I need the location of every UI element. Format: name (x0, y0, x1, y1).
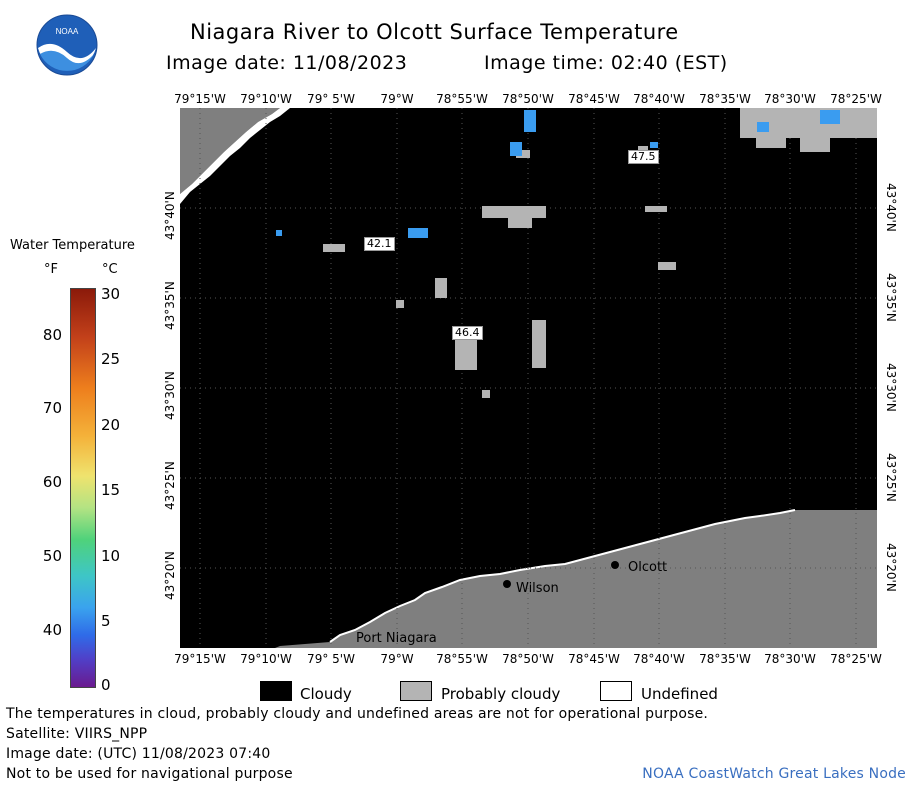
satellite-text: Satellite: VIIRS_NPP (6, 726, 148, 742)
place-label-olcott: Olcott (628, 560, 668, 575)
noaa-logo-icon: NOAA (36, 14, 98, 76)
shoreline-undefined (329, 509, 796, 643)
lon-label-top: 79°10'W (240, 92, 292, 106)
lat-label-right: 43°40'N (884, 183, 898, 232)
tick-f: 70 (42, 399, 62, 417)
tick-c: 10 (101, 547, 121, 565)
legend-unit-f: °F (44, 262, 58, 277)
lon-label-bottom: 78°25'W (830, 652, 882, 666)
tick-f: 50 (42, 547, 62, 565)
key-undefined-label: Undefined (641, 685, 718, 703)
lon-label-top: 79°15'W (174, 92, 226, 106)
image-date-label: Image date: 11/08/2023 (166, 52, 408, 74)
lat-label-left: 43°30'N (163, 371, 177, 420)
tick-c: 25 (101, 350, 121, 368)
utc-date-text: Image date: (UTC) 11/08/2023 07:40 (6, 746, 271, 762)
tick-f: 60 (42, 473, 62, 491)
temp-label: 42.1 (364, 237, 395, 251)
page-title: Niagara River to Olcott Surface Temperat… (190, 20, 679, 44)
lon-label-top: 79° 5'W (307, 92, 355, 106)
lat-label-left: 43°20'N (163, 551, 177, 600)
temperature-map (180, 108, 877, 648)
lat-label-right: 43°20'N (884, 543, 898, 592)
lon-label-bottom: 78°45'W (568, 652, 620, 666)
tick-c: 20 (101, 416, 121, 434)
navigation-warning: Not to be used for navigational purpose (6, 766, 293, 782)
lon-label-top: 78°30'W (764, 92, 816, 106)
legend-title: Water Temperature (10, 238, 135, 253)
legend-unit-c: °C (102, 262, 118, 277)
lon-label-bottom: 78°55'W (436, 652, 488, 666)
land-canada (180, 108, 280, 194)
lon-label-bottom: 78°30'W (764, 652, 816, 666)
lat-label-right: 43°25'N (884, 453, 898, 502)
lon-label-bottom: 78°50'W (502, 652, 554, 666)
logo-text: NOAA (56, 27, 79, 36)
lon-label-top: 78°25'W (830, 92, 882, 106)
lat-label-left: 43°35'N (163, 281, 177, 330)
credit-text: NOAA CoastWatch Great Lakes Node (642, 766, 906, 782)
tick-f: 80 (42, 326, 62, 344)
lat-label-right: 43°30'N (884, 363, 898, 412)
lon-label-bottom: 79°W (380, 652, 414, 666)
tick-c: 0 (101, 676, 111, 694)
lon-label-top: 79°W (380, 92, 414, 106)
image-time-label: Image time: 02:40 (EST) (484, 52, 728, 74)
tick-c: 5 (101, 612, 111, 630)
lon-label-bottom: 79°15'W (174, 652, 226, 666)
graticule (180, 108, 877, 648)
tick-c: 30 (101, 285, 121, 303)
lon-label-bottom: 78°40'W (633, 652, 685, 666)
key-undefined-swatch (600, 681, 632, 701)
olcott-marker (611, 561, 619, 569)
key-probably-cloudy-swatch (400, 681, 432, 701)
key-cloudy-label: Cloudy (300, 685, 352, 703)
lon-label-bottom: 79°10'W (240, 652, 292, 666)
key-probably-cloudy-label: Probably cloudy (441, 685, 561, 703)
key-cloudy-swatch (260, 681, 292, 701)
lon-label-top: 78°55'W (436, 92, 488, 106)
tick-f: 40 (42, 621, 62, 639)
place-label-port-niagara: Port Niagara (356, 631, 437, 646)
water-temp-pixels (276, 110, 840, 238)
tick-c: 15 (101, 481, 121, 499)
temp-label: 47.5 (628, 150, 659, 164)
lon-label-bottom: 78°35'W (699, 652, 751, 666)
place-label-wilson: Wilson (516, 581, 559, 596)
temperature-colorbar (70, 288, 96, 688)
disclaimer-text: The temperatures in cloud, probably clou… (6, 706, 709, 722)
lon-label-bottom: 79° 5'W (307, 652, 355, 666)
temp-label: 46.4 (452, 326, 483, 340)
lon-label-top: 78°40'W (633, 92, 685, 106)
lat-label-right: 43°35'N (884, 273, 898, 322)
lat-label-left: 43°25'N (163, 461, 177, 510)
lon-label-top: 78°35'W (699, 92, 751, 106)
land-usa (275, 510, 877, 648)
lon-label-top: 78°45'W (568, 92, 620, 106)
lat-label-left: 43°40'N (163, 191, 177, 240)
lon-label-top: 78°50'W (502, 92, 554, 106)
wilson-marker (503, 580, 511, 588)
